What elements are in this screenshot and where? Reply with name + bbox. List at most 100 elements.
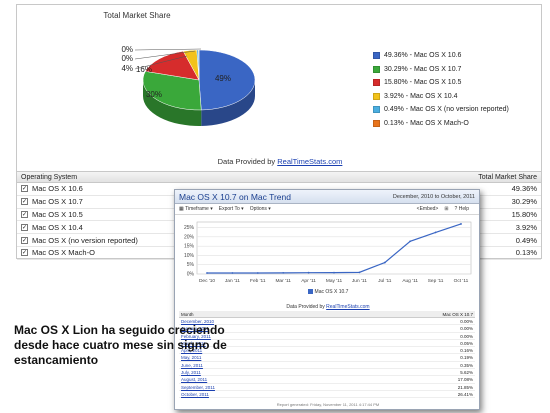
trend-month-value: 0.00%: [460, 326, 473, 332]
x-tick-label: Jun '11: [352, 278, 367, 284]
col-total-market-share[interactable]: Total Market Share: [478, 174, 537, 181]
legend-item[interactable]: 15.80% - Mac OS X 10.5: [373, 76, 509, 90]
trend-month-link[interactable]: April, 2011: [181, 348, 203, 354]
trend-month-value: 0.35%: [460, 362, 473, 368]
series-point[interactable]: [383, 261, 386, 264]
y-tick-label: 15%: [184, 244, 195, 250]
trend-month-link[interactable]: July, 2011: [181, 370, 201, 376]
row-os-cell: ✓ Mac OS X 10.4: [21, 223, 83, 232]
legend-swatch: [373, 119, 380, 127]
series-point[interactable]: [358, 271, 361, 274]
legend-label: 49.36% - Mac OS X 10.6: [384, 52, 462, 60]
trend-table-row: June, 2011 0.35%: [179, 362, 475, 370]
trend-month-value: 26.41%: [457, 391, 473, 397]
pie-leader-line: [134, 55, 188, 70]
pie-slice[interactable]: [144, 50, 200, 81]
legend-item[interactable]: 0.13% - Mac OS X Mach-O: [373, 117, 509, 131]
bookmark-icon[interactable]: ⊞: [444, 206, 449, 212]
trend-month-link[interactable]: May, 2011: [181, 355, 202, 361]
col-operating-system[interactable]: Operating System: [21, 174, 78, 181]
row-checkbox[interactable]: ✓: [21, 249, 28, 257]
trend-month-link[interactable]: August, 2011: [181, 377, 208, 383]
legend-label: 0.49% - Mac OS X (no version reported): [384, 106, 509, 114]
legend-label: 3.92% - Mac OS X 10.4: [384, 92, 458, 100]
legend-item[interactable]: 30.29% - Mac OS X 10.7: [373, 63, 509, 77]
trend-table-row: May, 2011 0.19%: [179, 354, 475, 362]
trend-month-link[interactable]: February, 2011: [181, 333, 211, 339]
trend-month-value: 0.19%: [460, 355, 473, 361]
x-tick-label: Jan '11: [225, 278, 240, 284]
legend-item[interactable]: 3.92% - Mac OS X 10.4: [373, 90, 509, 104]
row-os-cell: ✓ Mac OS X 10.7: [21, 197, 83, 206]
legend-item[interactable]: 49.36% - Mac OS X 10.6: [373, 49, 509, 63]
legend-swatch: [373, 106, 380, 114]
series-point[interactable]: [333, 271, 335, 274]
y-tick-label: 10%: [184, 253, 195, 259]
trend-month-link[interactable]: March, 2011: [181, 340, 206, 346]
help-button[interactable]: ? Help: [455, 206, 469, 212]
trend-month-value: 0.05%: [460, 340, 473, 346]
trend-month-value: 0.00%: [460, 319, 473, 324]
y-tick-label: 25%: [184, 225, 195, 231]
row-os-name: Mac OS X Mach-O: [32, 248, 95, 258]
series-point[interactable]: [460, 223, 462, 225]
pie-leader-line: [134, 48, 202, 51]
trend-month-link[interactable]: January, 2011: [181, 326, 209, 332]
report-generated-note: Report generated: Friday, November 11, 2…: [276, 402, 380, 407]
chevron-down-icon: ▾: [266, 206, 271, 212]
series-point[interactable]: [434, 231, 437, 234]
trend-table-row: July, 2011 5.62%: [179, 369, 475, 377]
trend-date-range: December, 2010 to October, 2011: [392, 193, 475, 200]
row-share-value: 3.92%: [515, 222, 537, 232]
trend-table-row: December, 2010 0.00%: [179, 318, 475, 326]
row-os-name: Mac OS X 10.4: [32, 222, 83, 232]
options-button[interactable]: Options ▾: [250, 206, 271, 212]
export-button[interactable]: Export To ▾: [219, 206, 244, 212]
x-tick-label: Dec '10: [199, 278, 215, 284]
trend-legend: Mac OS X 10.7: [175, 289, 481, 295]
pie-slice[interactable]: [198, 49, 256, 111]
trend-month-value: 0.16%: [460, 348, 473, 354]
plot-area: [196, 221, 472, 275]
options-label: Options: [249, 206, 267, 212]
pie-slice-label: 30%: [146, 90, 162, 99]
pie-slice-side: [201, 80, 255, 126]
embed-button[interactable]: < Embed >: [416, 206, 439, 212]
chevron-down-icon: ▾: [208, 206, 213, 212]
timeframe-button[interactable]: ▦ Timeframe ▾: [179, 206, 213, 212]
realtimestats-link[interactable]: RealTimeStats.com: [277, 157, 343, 166]
trend-table: Month Mac OS X 10.7 December, 2010 0.00% J…: [179, 311, 475, 399]
series-point[interactable]: [307, 271, 310, 274]
series-point[interactable]: [206, 272, 208, 274]
trend-month-link[interactable]: October, 2011: [181, 391, 209, 397]
series-point[interactable]: [256, 272, 259, 274]
row-checkbox[interactable]: ✓: [21, 236, 28, 244]
provided-prefix: Data Provided by: [217, 157, 278, 166]
series-point[interactable]: [409, 240, 412, 243]
trend-month-value: 21.85%: [457, 384, 473, 390]
legend-swatch: [373, 79, 380, 87]
series-point[interactable]: [282, 272, 285, 274]
pie-slice[interactable]: [142, 71, 202, 111]
trend-month-link[interactable]: December, 2010: [181, 319, 215, 324]
trend-month-link[interactable]: June, 2011: [181, 362, 203, 368]
trend-toolbar: ▦ Timeframe ▾ Export To ▾ Options ▾ < Emb…: [175, 204, 479, 215]
x-tick-label: Apr '11: [301, 278, 316, 284]
trend-table-header: Month Mac OS X 10.7: [179, 311, 475, 318]
pie-legend: 49.36% - Mac OS X 10.6 30.29% - Mac OS X …: [373, 49, 509, 130]
trend-month-link[interactable]: September, 2011: [181, 384, 215, 390]
row-checkbox[interactable]: ✓: [21, 185, 28, 193]
row-checkbox[interactable]: ✓: [21, 198, 28, 206]
legend-item[interactable]: 0.49% - Mac OS X (no version reported): [373, 103, 509, 117]
row-checkbox[interactable]: ✓: [21, 210, 28, 218]
trend-month-value: 17.08%: [457, 377, 473, 383]
trend-realtimestats-link[interactable]: RealTimeStats.com: [326, 304, 370, 310]
trend-line-chart: 0% 5% 10% 15% 20% 25% Dec '10 Jan '11 Feb '11 Mar…: [184, 221, 472, 284]
chevron-down-icon: ▾: [239, 206, 244, 212]
series-point[interactable]: [231, 272, 234, 274]
row-share-value: 0.49%: [515, 235, 537, 245]
x-tick-label: Feb '11: [250, 278, 266, 284]
pie-chart-area: Total Market Share 49% 30% 16% 4% 0% 0% 49.36…: [17, 5, 543, 170]
legend-swatch: [307, 289, 313, 295]
row-checkbox[interactable]: ✓: [21, 223, 28, 231]
